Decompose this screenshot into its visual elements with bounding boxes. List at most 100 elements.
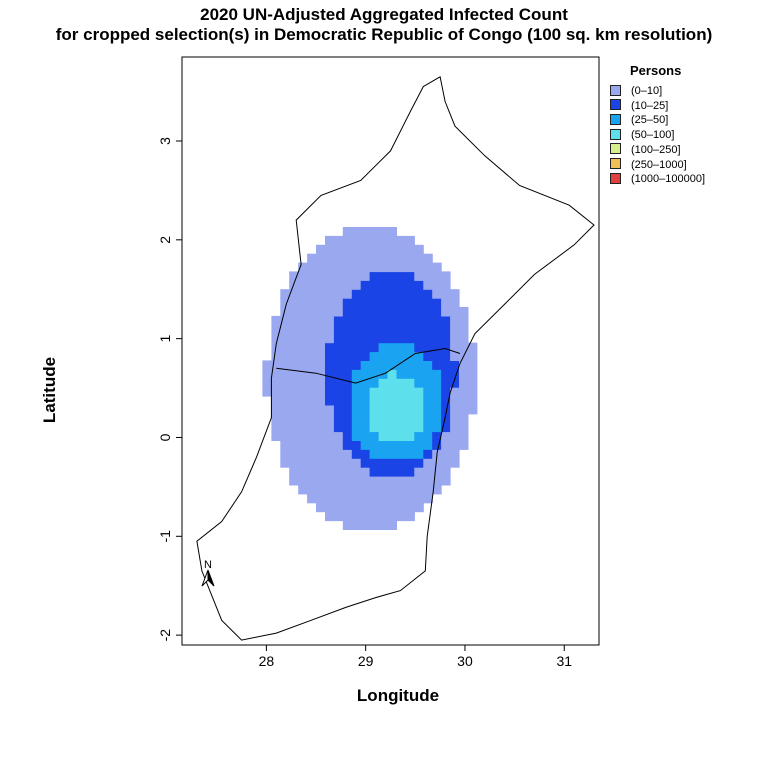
- raster-cell: [351, 342, 362, 353]
- legend-swatch: [610, 172, 621, 184]
- raster-cell: [423, 298, 433, 308]
- raster-cell: [316, 413, 326, 424]
- raster-cell: [378, 484, 389, 495]
- raster-cell: [316, 244, 326, 255]
- raster-cell: [378, 449, 389, 459]
- raster-cell: [325, 484, 335, 495]
- raster-cell: [405, 396, 415, 406]
- raster-cell: [262, 369, 272, 379]
- raster-cell: [369, 422, 380, 433]
- raster-cell: [387, 280, 397, 290]
- raster-cell: [333, 404, 344, 415]
- raster-cell: [333, 262, 344, 273]
- raster-cell: [325, 253, 335, 264]
- raster-cell: [396, 511, 406, 522]
- raster-cell: [378, 324, 389, 335]
- raster-cell: [351, 387, 362, 397]
- raster-cell: [280, 369, 290, 379]
- raster-cell: [325, 324, 335, 335]
- raster-cell: [325, 378, 335, 388]
- raster-cell: [298, 396, 308, 406]
- raster-cell: [414, 244, 424, 255]
- raster-cell: [378, 253, 389, 264]
- raster-cell: [405, 271, 415, 281]
- legend-item: (250–1000]: [610, 158, 687, 172]
- raster-cell: [414, 387, 424, 397]
- raster-cell: [467, 396, 478, 406]
- raster-cell: [396, 458, 406, 468]
- raster-cell: [423, 289, 433, 299]
- raster-cell: [396, 253, 406, 264]
- raster-cell: [378, 342, 389, 353]
- raster-cell: [280, 458, 290, 468]
- internal-border: [276, 347, 461, 384]
- raster-cell: [280, 307, 290, 317]
- raster-cell: [342, 431, 353, 441]
- raster-cell: [360, 351, 371, 361]
- y-tick-label: 2: [157, 236, 173, 244]
- raster-cell: [378, 467, 389, 477]
- raster-cell: [441, 413, 451, 424]
- raster-cell: [342, 449, 353, 459]
- raster-cell: [342, 511, 353, 522]
- raster-cell: [378, 378, 389, 388]
- raster-cell: [325, 387, 335, 397]
- raster-cell: [342, 271, 353, 281]
- raster-cell: [405, 440, 415, 450]
- raster-cell: [316, 351, 326, 361]
- raster-cell: [378, 431, 389, 441]
- raster-cell: [333, 244, 344, 255]
- raster-cell: [387, 396, 397, 406]
- raster-cell: [423, 324, 433, 335]
- raster-cell: [414, 422, 424, 433]
- raster-cell: [432, 307, 442, 317]
- north-arrow-label: N: [204, 559, 212, 571]
- raster-cell: [333, 476, 344, 486]
- raster-cell: [423, 378, 433, 388]
- raster-cell: [396, 333, 406, 344]
- raster-cell: [333, 396, 344, 406]
- raster-cell: [387, 502, 397, 513]
- raster-cell: [280, 289, 290, 299]
- raster-cell: [369, 360, 380, 370]
- raster-cell: [298, 422, 308, 433]
- raster-cell: [369, 262, 380, 273]
- raster-cell: [262, 378, 272, 388]
- raster-cell: [387, 253, 397, 264]
- raster-cell: [360, 511, 371, 522]
- raster-cell: [387, 333, 397, 344]
- raster-cell: [405, 315, 415, 326]
- raster-cell: [405, 360, 415, 370]
- raster-cell: [441, 396, 451, 406]
- raster-cell: [396, 244, 406, 255]
- raster-cell: [387, 458, 397, 468]
- raster-cell: [405, 476, 415, 486]
- raster-cell: [316, 422, 326, 433]
- raster-cell: [414, 280, 424, 290]
- raster-cell: [414, 502, 424, 513]
- raster-cell: [307, 253, 317, 264]
- y-tick-label: -1: [157, 530, 173, 543]
- raster-cell: [378, 227, 389, 237]
- raster-cell: [450, 333, 460, 344]
- raster-cell: [441, 289, 451, 299]
- raster-cell: [325, 431, 335, 441]
- raster-cell: [333, 467, 344, 477]
- raster-cell: [298, 458, 308, 468]
- raster-cell: [360, 449, 371, 459]
- raster-cell: [432, 467, 442, 477]
- raster-cell: [378, 396, 389, 406]
- raster-cell: [396, 378, 406, 388]
- raster-cell: [378, 280, 389, 290]
- raster-cell: [298, 378, 308, 388]
- raster-cell: [387, 369, 397, 379]
- raster-cell: [369, 396, 380, 406]
- raster-cell: [432, 298, 442, 308]
- raster-cell: [289, 351, 299, 361]
- raster-cell: [396, 413, 406, 424]
- raster-cell: [342, 378, 353, 388]
- raster-cell: [387, 440, 397, 450]
- raster-cell: [351, 351, 362, 361]
- raster-cell: [450, 324, 460, 335]
- raster-cell: [396, 235, 406, 246]
